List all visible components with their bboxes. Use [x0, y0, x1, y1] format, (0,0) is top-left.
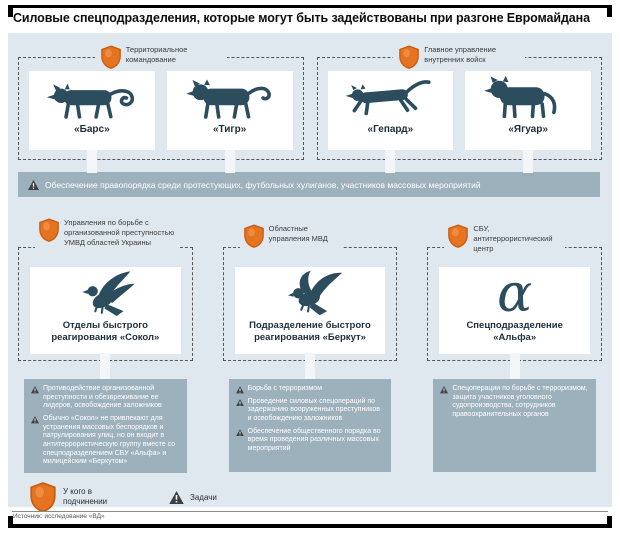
shield-icon	[399, 45, 419, 69]
task-text: Проведение силовых спецопераций по задер…	[247, 397, 380, 423]
supervisor-label: Главное управление внутренних войск	[393, 45, 526, 71]
eagle-icon	[272, 270, 348, 318]
leopard-icon	[40, 75, 144, 121]
unit-card-sokol: Отделы быстрого реагирования «Сокол»	[30, 267, 181, 354]
shield-icon	[30, 482, 56, 512]
warning-triangle-icon	[31, 416, 39, 424]
supervisor-label: Областные управления МВД	[239, 224, 343, 251]
supervisor-label: СБУ, антитеррористический центр	[444, 224, 566, 257]
unit-name: Спецподразделение «Альфа»	[466, 320, 563, 344]
top-frame-line	[8, 5, 612, 17]
warning-triangle-icon	[440, 386, 448, 394]
warning-triangle-icon	[236, 429, 244, 437]
supervisor-text: Областные управления МВД	[268, 224, 328, 243]
supervisor-text: Управления по борьбе с организованной пр…	[64, 218, 175, 247]
bottom-frame-line	[8, 516, 612, 528]
unit-name: Подразделение быстрого реагирования «Бер…	[249, 320, 371, 344]
group-sokol: Управления по борьбе с организованной пр…	[18, 218, 193, 361]
cheetah-icon	[338, 75, 442, 121]
tasks-berkut: Борьба с терроризмом Проведение силовых …	[228, 379, 392, 472]
unit-name: Отделы быстрого реагирования «Сокол»	[51, 320, 160, 344]
legend: У кого в подчинении Задачи	[30, 482, 217, 512]
unit-name: «Ягуар»	[508, 124, 548, 135]
column-berkut: Областные управления МВД Подразделение б…	[222, 224, 398, 473]
shield-icon	[448, 224, 468, 248]
content-area: Территориальное командование «Барс» «Тиг…	[8, 33, 612, 507]
unit-card-tigr: «Тигр»	[166, 71, 293, 173]
connector-line	[86, 150, 97, 173]
source-divider	[12, 511, 608, 512]
legend-tasks-label: Задачи	[190, 492, 217, 502]
falcon-icon	[67, 270, 143, 318]
task-text: Обычно «Сокол» не привлекают для устране…	[43, 415, 176, 466]
column-sokol: Управления по борьбе с организованной пр…	[18, 218, 193, 474]
alpha-symbol: α	[497, 264, 533, 324]
connector-line	[523, 150, 534, 173]
warning-triangle-icon	[31, 386, 39, 394]
unit-name: «Гепард»	[367, 124, 414, 135]
shared-task-band: Обеспечение правопорядка среди протестую…	[18, 172, 600, 197]
unit-name: «Тигр»	[212, 124, 247, 135]
connector-line	[509, 353, 520, 379]
task-text: Противодействие организованной преступно…	[43, 385, 162, 410]
shield-icon	[101, 45, 121, 69]
column-alfa: СБУ, антитеррористический центр α Спецпо…	[427, 224, 603, 473]
group-berkut: Областные управления МВД Подразделение б…	[222, 224, 398, 361]
warning-triangle-icon	[28, 180, 39, 190]
supervisor-text: Территориальное командование	[125, 45, 188, 64]
warning-triangle-icon	[236, 386, 244, 394]
shared-task-text: Обеспечение правопорядка среди протестую…	[45, 179, 481, 190]
task-text: Спецоперации по борьбе с терроризмом, за…	[452, 385, 588, 419]
tasks-sokol: Противодействие организованной преступно…	[24, 379, 187, 474]
connector-line	[385, 150, 396, 173]
connector-line	[305, 353, 315, 379]
supervisor-text: СБУ, антитеррористический центр	[473, 224, 553, 253]
task-item: Обычно «Сокол» не привлекают для устране…	[31, 415, 180, 467]
group-internal-troops: Главное управление внутренних войск «Геп…	[316, 45, 602, 173]
unit-card-bars: «Барс»	[29, 71, 155, 173]
task-text: Обеспечение общественного порядка во вре…	[247, 427, 381, 453]
supervisor-label: Территориальное командование	[94, 45, 227, 71]
unit-card-gepard: «Гепард»	[327, 71, 454, 173]
supervisor-text: Главное управление внутренних войск	[424, 45, 497, 64]
task-item: Противодействие организованной преступно…	[31, 385, 180, 411]
jaguar-icon	[476, 75, 580, 121]
supervisor-label: Управления по борьбе с организованной пр…	[35, 218, 180, 251]
connector-line	[100, 353, 111, 379]
shield-icon	[39, 218, 59, 242]
legend-shield-label: У кого в подчинении	[63, 486, 108, 506]
page-title: Силовые спецподразделения, которые могут…	[13, 11, 590, 25]
unit-card-alfa: α Спецподразделение «Альфа»	[439, 264, 591, 354]
group-territorial-command: Территориальное командование «Барс» «Тиг…	[18, 45, 304, 173]
task-item: Борьба с терроризмом	[236, 385, 385, 394]
task-item: Проведение силовых спецопераций по задер…	[236, 398, 385, 424]
shield-icon	[244, 224, 264, 248]
tasks-alfa: Спецоперации по борьбе с терроризмом, за…	[433, 379, 597, 472]
task-text: Борьба с терроризмом	[247, 385, 323, 392]
warning-triangle-icon	[169, 491, 184, 504]
source-text: Источник: исследование «ВД»	[13, 513, 105, 520]
middle-units-row: Управления по борьбе с организованной пр…	[18, 218, 603, 474]
warning-triangle-icon	[236, 399, 244, 407]
top-units-row: Территориальное командование «Барс» «Тиг…	[18, 45, 602, 173]
connector-line	[224, 150, 235, 173]
tiger-icon	[178, 75, 282, 121]
unit-card-berkut: Подразделение быстрого реагирования «Бер…	[234, 267, 386, 354]
unit-name: «Барс»	[74, 124, 110, 135]
task-item: Обеспечение общественного порядка во вре…	[236, 428, 385, 454]
group-alfa: СБУ, антитеррористический центр α Спецпо…	[427, 224, 603, 361]
unit-card-yaguar: «Ягуар»	[465, 71, 591, 173]
task-item: Спецоперации по борьбе с терроризмом, за…	[440, 385, 589, 420]
